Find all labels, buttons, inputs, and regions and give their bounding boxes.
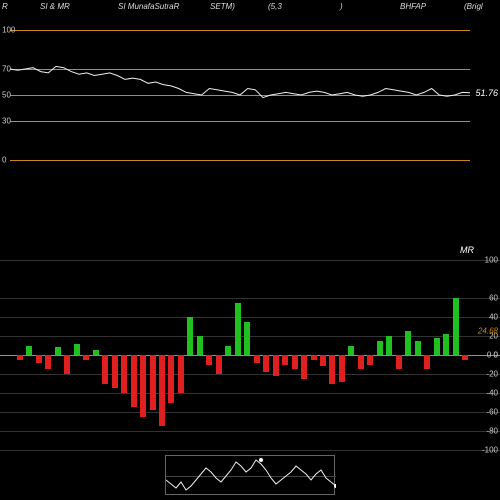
momentum-bar — [64, 355, 70, 374]
momentum-bar — [386, 336, 392, 355]
header-text: BHFAP — [400, 2, 426, 11]
y-axis-label: -60 — [486, 408, 498, 417]
header-text: SI & MR — [40, 2, 70, 11]
momentum-bar — [254, 355, 260, 363]
sub-dot — [259, 458, 263, 462]
momentum-bar — [329, 355, 335, 384]
y-axis-label: -100 — [482, 446, 498, 455]
momentum-bar — [140, 355, 146, 417]
y-axis-label: -20 — [486, 370, 498, 379]
current-value-label: 51.76 — [475, 88, 498, 98]
rsi-line — [10, 66, 470, 97]
gridline — [0, 431, 500, 432]
header-text: SI MunafaSutraR — [118, 2, 179, 11]
momentum-bar — [93, 350, 99, 355]
momentum-bar — [462, 355, 468, 360]
momentum-bar — [159, 355, 165, 426]
header-text: (Brigl — [464, 2, 483, 11]
momentum-bar — [112, 355, 118, 388]
momentum-bar — [102, 355, 108, 384]
header-text: (5,3 — [268, 2, 282, 11]
gridline — [0, 317, 500, 318]
momentum-bar — [339, 355, 345, 382]
chart-header: R SI & MR SI MunafaSutraR SETM) (5,3) BHFAP (B… — [0, 0, 500, 16]
momentum-bar — [83, 355, 89, 360]
momentum-bar — [443, 334, 449, 355]
momentum-bar — [263, 355, 269, 372]
y-axis-label: -80 — [486, 427, 498, 436]
overlay-value-label: 24.68 — [478, 327, 498, 336]
sub-line — [166, 460, 336, 490]
mr-label: MR — [460, 245, 474, 255]
momentum-bar — [301, 355, 307, 379]
momentum-bar — [55, 347, 61, 355]
momentum-bar — [216, 355, 222, 374]
zero-overlay-label: 0 0 — [487, 351, 498, 360]
momentum-bar — [17, 355, 23, 360]
momentum-bar — [74, 344, 80, 355]
momentum-bar — [244, 322, 250, 355]
gridline — [0, 374, 500, 375]
gridline — [10, 160, 470, 161]
momentum-bar — [131, 355, 137, 407]
momentum-bar — [235, 303, 241, 355]
y-axis-label: 40 — [489, 313, 498, 322]
header-text: R — [2, 2, 8, 11]
momentum-bar — [36, 355, 42, 363]
momentum-bar — [358, 355, 364, 369]
momentum-bar — [26, 346, 32, 356]
header-text: ) — [340, 2, 343, 11]
gridline — [0, 260, 500, 261]
momentum-bar — [396, 355, 402, 369]
momentum-bar — [225, 346, 231, 356]
momentum-bar — [434, 338, 440, 355]
rsi-panel: 100705030051.76 — [0, 30, 500, 160]
momentum-bar — [150, 355, 156, 410]
momentum-bar — [405, 331, 411, 355]
y-axis-label: 0 — [2, 156, 6, 165]
momentum-bar — [206, 355, 212, 365]
sub-oscillator-panel — [165, 455, 335, 495]
momentum-bar — [187, 317, 193, 355]
momentum-bar — [320, 355, 326, 366]
momentum-bar — [282, 355, 288, 365]
momentum-bar — [273, 355, 279, 376]
y-axis-label: 100 — [485, 256, 498, 265]
y-axis-label: 60 — [489, 294, 498, 303]
gridline — [0, 298, 500, 299]
momentum-bar — [367, 355, 373, 365]
momentum-bar — [453, 298, 459, 355]
momentum-panel: 1006040200-20-40-60-80-10024.680 0 — [0, 260, 500, 450]
momentum-bar — [311, 355, 317, 360]
momentum-bar — [121, 355, 127, 393]
momentum-bar — [424, 355, 430, 369]
gridline — [0, 412, 500, 413]
momentum-bar — [178, 355, 184, 393]
momentum-bar — [348, 346, 354, 356]
momentum-bar — [197, 336, 203, 355]
gridline — [0, 450, 500, 451]
momentum-bar — [415, 341, 421, 355]
gridline — [0, 393, 500, 394]
momentum-bar — [45, 355, 51, 369]
momentum-bar — [377, 341, 383, 355]
header-text: SETM) — [210, 2, 235, 11]
y-axis-label: -40 — [486, 389, 498, 398]
momentum-bar — [168, 355, 174, 403]
momentum-bar — [292, 355, 298, 369]
